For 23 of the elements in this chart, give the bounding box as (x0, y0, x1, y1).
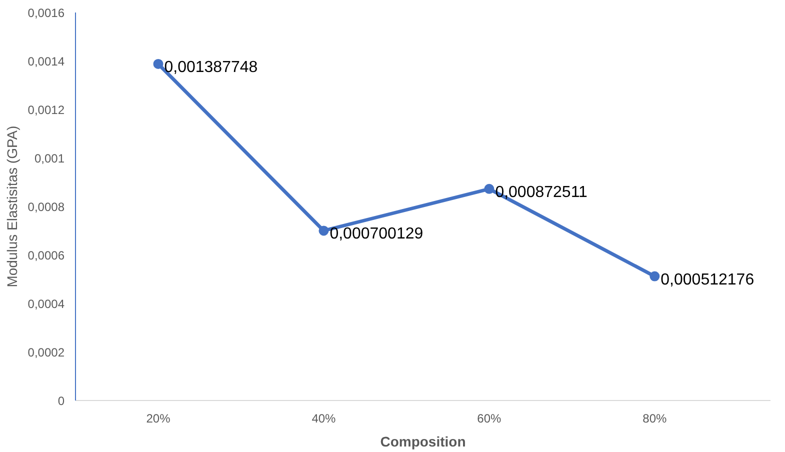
y-tick-label: 0,0008 (28, 200, 65, 214)
point (318, 226, 329, 236)
y-tick-label: 0,0006 (28, 248, 65, 262)
y-tick-label: 0,001 (34, 152, 65, 166)
y-tick-label: 0,0012 (28, 103, 65, 117)
y-tick-label: 0,0016 (28, 6, 65, 20)
data-label: 0,001387748 (164, 58, 258, 76)
y-tick-label: 0,0004 (28, 297, 65, 311)
x-tick-label: 60% (477, 412, 502, 426)
data-label: 0,000872511 (495, 184, 588, 201)
x-tick-label: 80% (642, 412, 668, 426)
x-axis-title: Composition (380, 434, 466, 450)
x-tick-label: 40% (312, 412, 336, 426)
point (484, 184, 494, 194)
y-axis-title: Modulus Elastisitas (GPA) (4, 126, 20, 288)
y-tick-label: 0,0002 (28, 346, 65, 360)
point (153, 58, 164, 69)
x-tick-label: 20% (146, 412, 171, 426)
y-tick-label: 0,0014 (28, 54, 65, 68)
data-label: 0,000512176 (660, 271, 754, 288)
point (650, 271, 660, 282)
data-label: 0,000700129 (330, 226, 424, 243)
y-tick-label: 0 (58, 394, 65, 408)
